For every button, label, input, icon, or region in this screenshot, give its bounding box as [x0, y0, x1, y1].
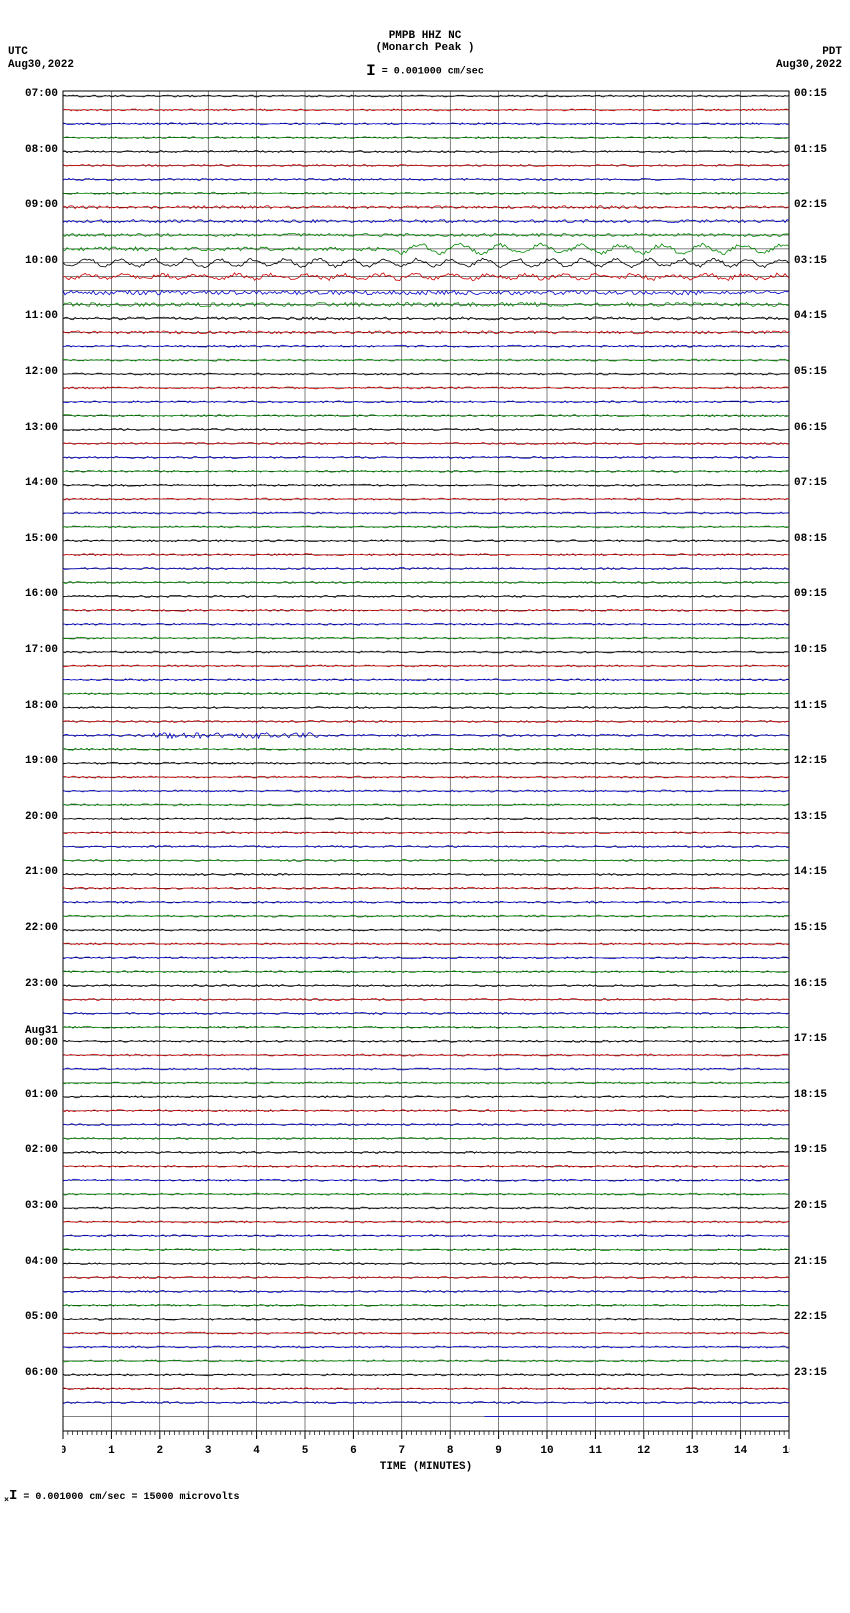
right-hour-label: 12:15 — [794, 756, 827, 768]
svg-text:14: 14 — [734, 1445, 748, 1457]
left-hour-label: 04:00 — [6, 1257, 58, 1269]
left-hour-label: 11:00 — [6, 311, 58, 323]
svg-text:11: 11 — [589, 1445, 603, 1457]
left-hour-label: 08:00 — [6, 145, 58, 157]
left-hour-label: 03:00 — [6, 1201, 58, 1213]
right-hour-label: 05:15 — [794, 367, 827, 379]
left-hour-label: 21:00 — [6, 867, 58, 879]
helicorder-container: UTC Aug30,2022 PDT Aug30,2022 PMPB HHZ N… — [0, 0, 850, 1513]
svg-text:12: 12 — [637, 1445, 650, 1457]
left-hour-label: 07:00 — [6, 89, 58, 101]
right-hour-label: 16:15 — [794, 979, 827, 991]
svg-text:0: 0 — [62, 1445, 66, 1457]
svg-text:1: 1 — [108, 1445, 115, 1457]
svg-text:13: 13 — [686, 1445, 700, 1457]
left-hour-label: 09:00 — [6, 200, 58, 212]
footer: ×I = 0.001000 cm/sec = 15000 microvolts — [0, 1480, 850, 1513]
right-hour-label: 14:15 — [794, 867, 827, 879]
left-hour-label: 14:00 — [6, 478, 58, 490]
right-hour-label: 15:15 — [794, 923, 827, 935]
left-hour-label: 19:00 — [6, 756, 58, 768]
right-hour-label: 10:15 — [794, 645, 827, 657]
left-hour-label: 01:00 — [6, 1090, 58, 1102]
right-hour-label: 17:15 — [794, 1034, 827, 1046]
svg-text:4: 4 — [253, 1445, 260, 1457]
station-line: PMPB HHZ NC — [0, 30, 850, 42]
location-line: (Monarch Peak ) — [0, 42, 850, 54]
svg-text:6: 6 — [350, 1445, 357, 1457]
right-hour-label: 23:15 — [794, 1368, 827, 1380]
left-hour-label: 06:00 — [6, 1368, 58, 1380]
right-hour-label: 18:15 — [794, 1090, 827, 1102]
left-hour-label: 05:00 — [6, 1312, 58, 1324]
scale-text: = 0.001000 cm/sec — [382, 67, 484, 78]
footer-text: = 0.001000 cm/sec = 15000 microvolts — [23, 1492, 239, 1503]
right-hour-label: 13:15 — [794, 812, 827, 824]
left-hour-label: 22:00 — [6, 923, 58, 935]
right-hour-label: 02:15 — [794, 200, 827, 212]
svg-text:9: 9 — [495, 1445, 502, 1457]
left-hour-label: 16:00 — [6, 589, 58, 601]
right-hour-label: 06:15 — [794, 423, 827, 435]
right-hour-label: 03:15 — [794, 256, 827, 268]
left-hour-label: 13:00 — [6, 423, 58, 435]
svg-text:2: 2 — [156, 1445, 163, 1457]
right-hour-label: 20:15 — [794, 1201, 827, 1213]
left-hour-label: 17:00 — [6, 645, 58, 657]
helicorder-svg: 0123456789101112131415TIME (MINUTES) — [62, 90, 790, 1480]
left-hour-label: Aug31 00:00 — [6, 1026, 58, 1049]
plot-area: 0123456789101112131415TIME (MINUTES) 07:… — [62, 90, 788, 1480]
svg-text:8: 8 — [447, 1445, 454, 1457]
right-hour-label: 22:15 — [794, 1312, 827, 1324]
right-hour-label: 21:15 — [794, 1257, 827, 1269]
svg-text:3: 3 — [205, 1445, 212, 1457]
right-hour-label: 00:15 — [794, 89, 827, 101]
svg-text:7: 7 — [398, 1445, 405, 1457]
header: PMPB HHZ NC (Monarch Peak ) — [0, 30, 850, 54]
right-hour-label: 07:15 — [794, 478, 827, 490]
svg-text:10: 10 — [540, 1445, 553, 1457]
right-hour-label: 08:15 — [794, 534, 827, 546]
left-hour-label: 12:00 — [6, 367, 58, 379]
right-hour-label: 04:15 — [794, 311, 827, 323]
left-hour-label: 15:00 — [6, 534, 58, 546]
scale-indicator: I = 0.001000 cm/sec — [0, 62, 850, 80]
left-hour-label: 18:00 — [6, 701, 58, 713]
svg-text:5: 5 — [302, 1445, 309, 1457]
left-hour-label: 10:00 — [6, 256, 58, 268]
left-hour-label: 23:00 — [6, 979, 58, 991]
svg-text:15: 15 — [782, 1445, 790, 1457]
right-hour-label: 01:15 — [794, 145, 827, 157]
left-hour-label: 02:00 — [6, 1145, 58, 1157]
svg-text:TIME (MINUTES): TIME (MINUTES) — [380, 1461, 472, 1473]
right-hour-label: 19:15 — [794, 1145, 827, 1157]
left-hour-label: 20:00 — [6, 812, 58, 824]
right-hour-label: 09:15 — [794, 589, 827, 601]
right-hour-label: 11:15 — [794, 701, 827, 713]
